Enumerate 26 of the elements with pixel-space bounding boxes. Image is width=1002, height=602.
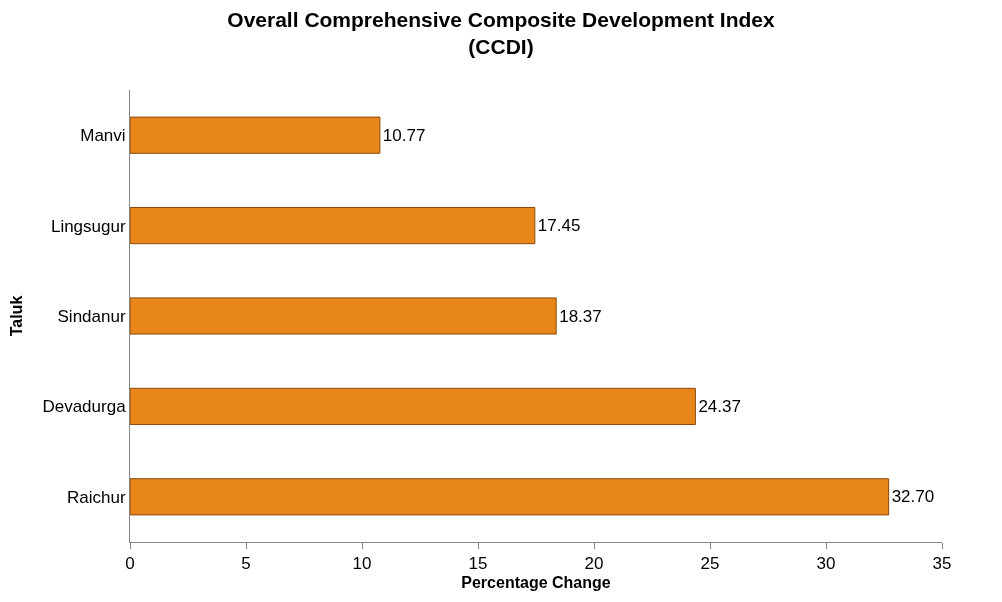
bar bbox=[130, 297, 557, 335]
y-tick-label: Manvi bbox=[80, 126, 126, 146]
data-label: 17.45 bbox=[537, 216, 581, 236]
bar bbox=[130, 387, 696, 425]
y-tick-label: Raichur bbox=[67, 487, 126, 507]
y-tick-label: Devadurga bbox=[42, 397, 127, 417]
x-tick-label: 20 bbox=[584, 554, 604, 574]
data-label: 32.70 bbox=[891, 487, 935, 507]
bar bbox=[130, 207, 536, 245]
x-tick-label: 15 bbox=[468, 554, 488, 574]
y-tick-label: Lingsugur bbox=[50, 216, 126, 236]
x-tick-label: 35 bbox=[932, 554, 952, 574]
x-tick-label: 5 bbox=[241, 554, 251, 574]
data-label: 24.37 bbox=[698, 396, 741, 416]
data-label: 18.37 bbox=[559, 306, 602, 326]
x-tick-label: 0 bbox=[125, 554, 135, 574]
x-tick-label: 10 bbox=[352, 554, 372, 574]
y-tick-label: Sindanur bbox=[57, 306, 126, 326]
bar bbox=[130, 478, 890, 516]
data-label: 10.77 bbox=[382, 125, 426, 145]
x-tick-label: 30 bbox=[816, 554, 836, 574]
bar bbox=[130, 116, 381, 154]
chart-title: Overall Comprehensive Composite Development Index (CCDI) bbox=[227, 8, 775, 59]
x-tick-label: 25 bbox=[700, 554, 720, 574]
x-axis-title: Percentage Change bbox=[461, 574, 611, 592]
y-axis-title: Taluk bbox=[8, 295, 26, 337]
